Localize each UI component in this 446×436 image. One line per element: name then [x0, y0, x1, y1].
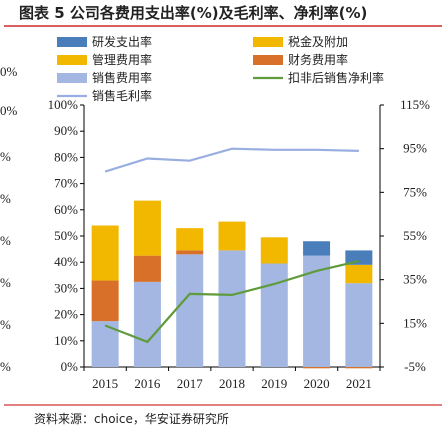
bar-segment — [303, 255, 331, 367]
cropped-axis-label: % — [0, 233, 11, 248]
left-tick-label: 60% — [54, 202, 78, 217]
x-tick-label: 2017 — [177, 376, 204, 391]
right-tick-label: 95% — [403, 141, 427, 156]
x-tick-label: 2021 — [346, 376, 372, 391]
legend-label: 研发支出率 — [92, 34, 152, 49]
right-tick-label: 15% — [403, 315, 427, 330]
bar-series — [91, 200, 373, 369]
cropped-axis-label: 0% — [0, 64, 18, 79]
x-tick-label: 2015 — [92, 376, 118, 391]
legend-label: 管理费用率 — [92, 52, 152, 67]
legend-label: 税金及附加 — [288, 34, 348, 49]
left-tick-label: 40% — [54, 254, 78, 269]
bar-segment — [345, 250, 373, 265]
left-tick-label: 90% — [54, 123, 78, 138]
left-tick-label: 50% — [54, 228, 78, 243]
legend-label: 销售毛利率 — [92, 88, 152, 103]
bar-segment — [133, 200, 161, 256]
series-line — [104, 260, 360, 344]
legend-swatch — [253, 55, 283, 65]
bar-segment — [218, 250, 246, 367]
left-tick-label: 20% — [54, 307, 78, 322]
bar-segment — [91, 225, 119, 281]
legend-label: 销售费用率 — [92, 70, 152, 85]
bar-segment — [260, 263, 288, 367]
legend-swatch — [57, 73, 87, 83]
bar-segment — [260, 237, 288, 264]
cropped-axis-label: % — [0, 149, 11, 164]
legend-label: 财务费用率 — [288, 52, 348, 67]
bar-segment — [133, 281, 161, 367]
line-series — [104, 147, 360, 344]
legend-swatch — [57, 37, 87, 47]
right-tick-label: 35% — [403, 272, 427, 287]
x-tick-label: 2020 — [304, 376, 330, 391]
right-tick-label: 55% — [403, 228, 427, 243]
series-line — [104, 147, 359, 173]
bar-segment — [303, 241, 331, 256]
left-tick-label: 80% — [54, 149, 78, 164]
bar-segment — [133, 255, 161, 282]
right-tick-label: -5% — [404, 359, 426, 374]
x-tick-label: 2019 — [261, 376, 287, 391]
bar-segment — [176, 228, 204, 251]
left-tick-label: 30% — [54, 280, 78, 295]
bar-segment — [303, 367, 331, 369]
x-tick-label: 2016 — [134, 376, 161, 391]
left-tick-label: 70% — [54, 176, 78, 191]
bar-segment — [176, 250, 204, 255]
right-tick-label: 75% — [403, 184, 427, 199]
bar-segment — [91, 280, 119, 322]
plot-axes — [80, 104, 384, 371]
bar-segment — [345, 283, 373, 367]
source-note: 资料来源：choice，华安证券研究所 — [34, 411, 229, 426]
legend-label: 扣非后销售净利率 — [288, 70, 384, 85]
right-tick-label: 115% — [400, 97, 430, 112]
cropped-axis-label: % — [0, 317, 11, 332]
left-tick-label: 100% — [48, 97, 79, 112]
chart-title: 图表 5 公司各费用支出率(%)及毛利率、净利率(%) — [19, 4, 367, 22]
left-tick-label: 10% — [54, 333, 78, 348]
cropped-axis-label: % — [0, 359, 11, 374]
bar-segment — [345, 264, 373, 284]
legend-swatch — [57, 55, 87, 65]
legend-swatch — [253, 37, 283, 47]
bar-segment — [218, 221, 246, 251]
tick-labels: 0% 10% 20% 30% 40% 50% 60% 70% 80% 90% 100% -5% 15% 3… — [48, 97, 430, 391]
x-tick-label: 2018 — [219, 376, 245, 391]
cropped-left-axis-labels: 0% 0%%%%%%% — [0, 64, 18, 374]
cropped-axis-label: % — [0, 275, 11, 290]
bar-segment — [176, 254, 204, 367]
left-tick-label: 0% — [61, 359, 79, 374]
bar-segment — [345, 367, 373, 369]
cropped-axis-label: 0% — [0, 103, 18, 118]
cropped-axis-label: % — [0, 191, 11, 206]
